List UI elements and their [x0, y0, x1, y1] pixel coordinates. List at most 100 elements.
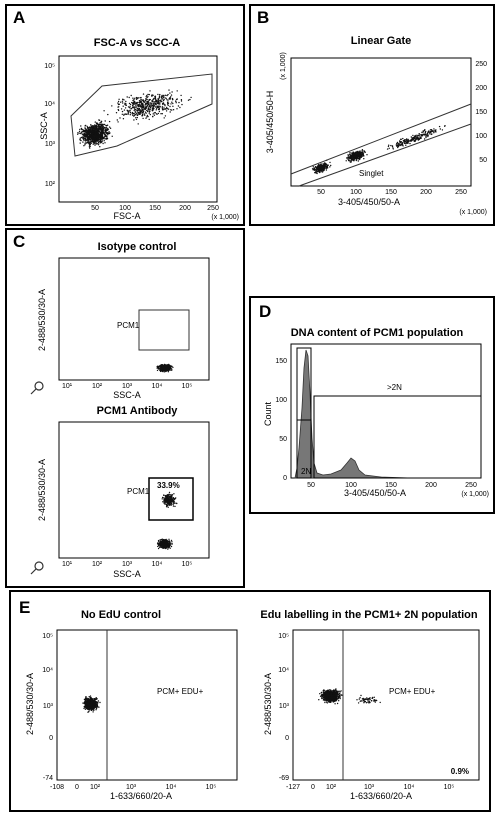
event-dot [396, 142, 398, 145]
event-dot [100, 138, 103, 140]
event-dot [94, 124, 96, 126]
event-dot [118, 98, 120, 101]
panel-c-bottom-xtick: 10³ [122, 561, 133, 568]
panel-b-frame [290, 57, 472, 187]
event-dot [130, 94, 132, 97]
event-dot [93, 708, 95, 710]
event-dot [95, 136, 97, 138]
event-dot [85, 699, 87, 701]
event-dot [324, 691, 326, 693]
event-dot [363, 155, 365, 157]
event-dot [142, 93, 145, 95]
event-dot [131, 101, 133, 104]
panel-c-plot: Isotype control PCM1 2-488/530/30-A 10¹ … [30, 241, 210, 579]
event-dot [373, 696, 375, 698]
event-dot [83, 129, 85, 132]
event-dot [329, 689, 331, 691]
event-dot [107, 128, 110, 130]
event-dot [161, 98, 163, 100]
event-dot [143, 113, 146, 115]
event-dot [120, 108, 123, 110]
event-dot [85, 124, 87, 127]
event-dot [96, 698, 98, 700]
event-dot [168, 538, 170, 540]
event-dot [334, 694, 336, 697]
event-dot [161, 113, 163, 115]
event-dot [167, 548, 169, 550]
event-dot [366, 697, 368, 699]
event-dot [434, 130, 437, 132]
panel-d-plot: DNA content of PCM1 population 2N >2N Co… [263, 327, 489, 498]
event-dot [161, 94, 163, 97]
event-dot [92, 699, 94, 701]
event-dot [95, 133, 97, 136]
panel-b-plot: Linear Gate Singlet 3-405/450/50-H (x 1,… [265, 35, 487, 216]
event-dot [105, 131, 107, 133]
event-dot [176, 108, 178, 110]
event-dot [329, 701, 332, 703]
panel-a-ytick: 10² [45, 181, 56, 188]
event-dot [93, 709, 95, 712]
panel-a-xtick: 100 [119, 205, 131, 212]
event-dot [354, 152, 357, 155]
event-dot [151, 100, 154, 103]
event-dot [90, 124, 92, 126]
event-dot [323, 696, 326, 699]
event-dot [441, 129, 444, 131]
event-dot [145, 117, 147, 119]
event-dot [168, 491, 171, 494]
event-dot [337, 697, 340, 699]
panel-c-top-xtick: 10² [92, 383, 103, 390]
event-dot [100, 120, 103, 123]
event-dot [87, 130, 89, 133]
event-dot [90, 705, 92, 707]
event-dot [152, 113, 154, 115]
event-dot [336, 695, 338, 698]
event-dot [332, 698, 334, 700]
panel-e-left-frame [56, 629, 238, 781]
panel-c-bottom-gate-percent: 33.9% [157, 481, 180, 490]
event-dot [429, 131, 432, 133]
event-dot [168, 366, 170, 368]
panel-b-events [311, 125, 446, 175]
event-dot [154, 102, 157, 105]
event-dot [336, 691, 339, 694]
event-dot [140, 98, 142, 101]
event-dot [330, 689, 332, 692]
event-dot [91, 708, 93, 710]
event-dot [425, 130, 427, 133]
event-dot [162, 547, 165, 549]
event-dot [321, 167, 324, 170]
event-dot [172, 102, 174, 105]
panel-c-bottom-xtick: 10⁴ [152, 561, 163, 568]
event-dot [366, 154, 368, 156]
event-dot [91, 706, 94, 709]
event-dot [400, 143, 402, 146]
event-dot [90, 703, 93, 705]
event-dot [158, 545, 160, 547]
event-dot [178, 101, 180, 104]
event-dot [135, 112, 137, 115]
event-dot [353, 156, 355, 158]
panel-a-xtick: 250 [207, 205, 219, 212]
event-dot [149, 90, 151, 92]
event-dot [147, 101, 150, 103]
event-dot [103, 126, 105, 129]
event-dot [95, 697, 97, 699]
event-dot [190, 96, 192, 99]
event-dot [99, 146, 101, 148]
event-dot [324, 164, 326, 166]
event-dot [412, 134, 414, 137]
event-dot [412, 137, 414, 139]
event-dot [97, 123, 99, 125]
panel-e-left-ytick: 10⁴ [42, 667, 53, 674]
panel-e-right-events [318, 688, 381, 705]
event-dot [88, 709, 91, 711]
event-dot [93, 705, 95, 707]
event-dot [347, 156, 349, 158]
event-dot [351, 157, 353, 160]
panel-b-xtick: 100 [350, 189, 362, 196]
event-dot [312, 169, 314, 171]
event-dot [317, 169, 319, 171]
event-dot [358, 698, 360, 700]
